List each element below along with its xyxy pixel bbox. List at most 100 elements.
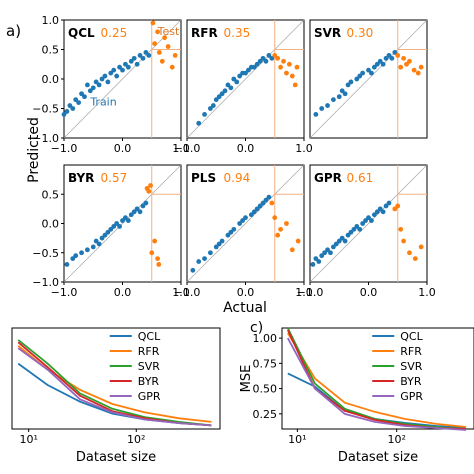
point-pls-test [295,238,301,244]
point-qcl-train [105,79,111,85]
point-pls-train [248,212,254,218]
point-gpr-test [401,238,406,244]
point-qcl-train [96,82,102,88]
point-gpr-train [345,232,351,238]
point-svr-train [325,103,330,108]
y-tick-label-qcl: −0.5 [32,103,59,116]
y-tick-label-qcl: 0.5 [42,44,60,57]
point-pls-train [237,221,243,226]
point-pls-test [289,247,295,253]
point-pls-test [272,215,278,221]
point-rfr-train [231,76,237,82]
panel-score-svr: 0.30 [347,26,374,40]
x-tick-label-qcl: −1.0 [51,142,78,155]
panel-score-gpr: 0.61 [347,171,374,185]
panel-title-byr: BYR [68,171,94,185]
diagonal-line-pls [186,164,305,283]
point-pls-train [266,194,272,200]
x-tick-label-b: 10¹ [19,433,37,446]
point-gpr-test [398,226,404,232]
scatter-panel-gpr: GPR 0.61 −1.0 0.0 1.0 [297,164,436,299]
point-rfr-test [272,53,278,58]
point-gpr-train [331,244,336,250]
legend-label-c-gpr: GPR [400,390,423,403]
point-byr-train [111,224,117,229]
point-gpr-train [339,235,345,241]
point-pls-test [275,232,281,238]
shared-y-label: Predicted [26,117,42,183]
y-tick-label-c: 0.50 [253,383,278,396]
point-qcl-train [76,100,82,105]
point-pls-train [243,215,248,221]
point-qcl-test [156,50,162,55]
panel-label-c: c) [250,320,263,336]
point-rfr-train [208,106,213,111]
point-qcl-train [79,91,84,97]
series-line-c-svr [286,327,467,430]
point-rfr-test [294,64,300,70]
point-pls-train [254,206,260,212]
point-pls-train [260,200,266,206]
point-qcl-test [165,44,171,49]
diagonal-line-rfr [186,19,305,139]
point-svr-train [389,55,395,61]
point-rfr-train [196,120,202,126]
point-qcl-test [152,41,158,46]
point-rfr-train [266,53,272,58]
point-pls-train [240,218,245,223]
y-tick-label-c: 0.75 [253,357,278,370]
point-qcl-train [99,76,105,82]
point-gpr-train [360,221,366,226]
diagonal-line-qcl [63,19,182,139]
point-gpr-test [412,256,418,261]
point-svr-train [357,73,363,79]
point-byr-train [70,256,76,261]
point-qcl-train [67,103,73,108]
point-byr-train [128,212,134,218]
point-byr-train [73,253,79,259]
point-gpr-train [371,212,377,218]
point-pls-test [278,226,283,232]
point-gpr-train [351,226,357,232]
y-tick-label-c: 1.00 [253,332,278,345]
point-rfr-test [286,61,292,67]
point-rfr-train [243,70,248,76]
series-line-c-gpr [287,337,467,431]
panel-score-byr: 0.57 [101,171,128,185]
x-tick-label-qcl: 0.0 [114,142,132,155]
point-rfr-test [278,64,283,70]
point-qcl-train [140,55,146,61]
point-pls-train [231,226,237,232]
point-qcl-train [137,53,143,58]
point-rfr-train [237,73,243,79]
legend-label-b-gpr: GPR [138,390,161,403]
point-byr-train [120,218,125,223]
point-svr-test [404,61,409,67]
point-svr-test [401,55,406,61]
legend-label-c-svr: SVR [400,360,423,373]
point-qcl-train [131,55,137,61]
y-tick-label-byr: 0.5 [42,188,60,201]
point-svr-train [354,76,360,82]
point-gpr-train [386,200,392,206]
y-tick-label-qcl: −1.0 [32,132,59,145]
point-rfr-train [202,112,207,117]
point-rfr-train [228,85,234,91]
legend-label-c-rfr: RFR [400,345,422,358]
point-byr-test [149,250,155,256]
point-gpr-train [366,215,371,221]
charts-layer: QCL 0.25 Train Test −1.0 0.0 1.0 1.0 0.5 0.0 −0.5 −… [11,14,474,465]
point-byr-train [99,235,105,241]
point-svr-train [366,67,371,73]
point-byr-train [93,238,99,244]
point-gpr-train [380,209,386,215]
legend-label-c-byr: BYR [400,375,422,388]
point-qcl-train [61,112,67,117]
series-line-c-rfr [287,332,467,428]
scatter-panel-pls: PLS 0.94 −1.0 0.0 1.0 [174,164,313,299]
legend-label-b-svr: SVR [138,360,161,373]
point-qcl-test [162,35,168,41]
point-rfr-train [213,97,219,103]
line-panel-c: QCL RFR SVR BYR GPR 10¹ 10² 1.00 0.75 0.50 0.25 Dat… [239,327,474,465]
point-byr-test [156,262,162,267]
